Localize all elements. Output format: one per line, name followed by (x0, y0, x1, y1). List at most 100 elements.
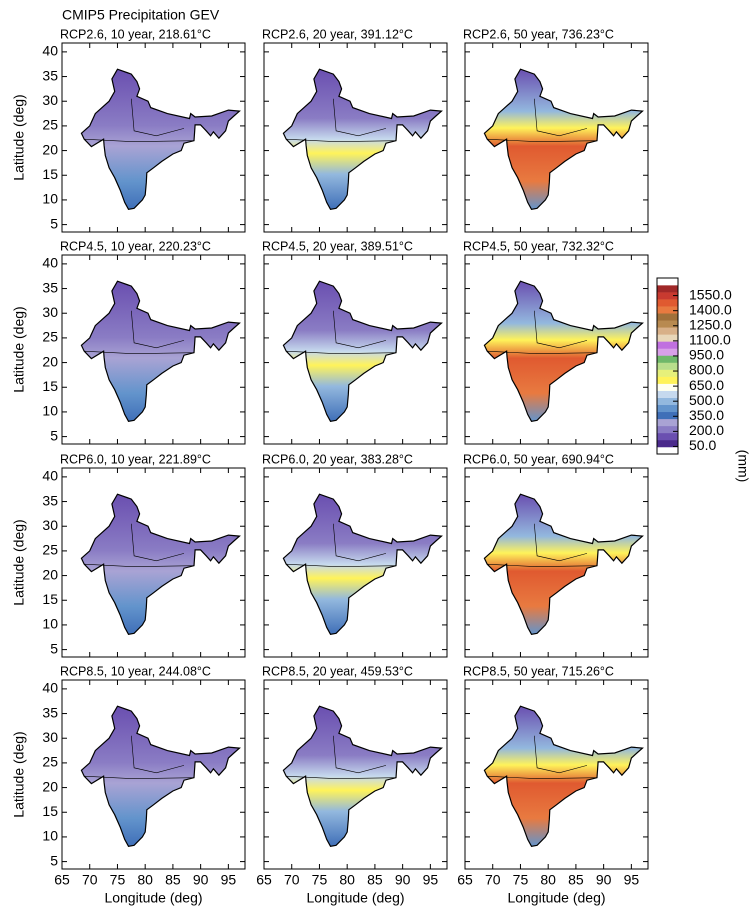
region-boundary (84, 563, 194, 567)
panel-title: RCP2.6, 50 year, 736.23°C (463, 27, 614, 41)
colorbar-swatch (657, 418, 678, 427)
x-tick-label: 75 (513, 872, 529, 888)
colorbar-swatch (657, 369, 678, 377)
colorbar-tick-label: 1100.0 (689, 332, 731, 348)
panel-title: RCP8.5, 10 year, 244.08°C (60, 664, 211, 678)
colorbar-swatch (657, 313, 678, 321)
india-field (282, 705, 443, 847)
plot-frame (263, 254, 448, 445)
region-boundary (84, 775, 194, 779)
colorbar-tick-label: 500.0 (689, 392, 724, 408)
colorbar-swatch (657, 383, 678, 391)
colorbar-tick-label: 800.0 (689, 362, 724, 378)
map-panel: RCP2.6, 10 year, 218.61°C 5 10 15 20 25 30 35 40… (11, 27, 246, 233)
x-tick-label: 90 (193, 872, 209, 888)
x-tick-label: 80 (540, 872, 556, 888)
x-tick-label: 65 (457, 872, 473, 888)
y-tick-label: 15 (42, 166, 58, 182)
region-boundary (333, 98, 387, 137)
region-boundary (534, 523, 588, 562)
x-axis-label: Longitude (deg) (306, 890, 404, 906)
figure-title: CMIP5 Precipitation GEV (62, 7, 220, 23)
x-axis-label: Longitude (deg) (507, 890, 605, 906)
region-boundary (286, 138, 396, 142)
panel-title: RCP2.6, 10 year, 218.61°C (60, 27, 211, 41)
y-tick-label: 5 (50, 215, 58, 231)
x-axis-label: Longitude (deg) (104, 890, 202, 906)
x-tick-label: 95 (423, 872, 439, 888)
y-tick-label: 5 (50, 852, 58, 868)
x-tick-label: 70 (284, 872, 300, 888)
colorbar-swatch (657, 425, 678, 434)
y-tick-label: 20 (42, 566, 58, 582)
plot-frame (263, 42, 448, 233)
x-tick-label: 75 (110, 872, 126, 888)
colorbar-swatch (657, 306, 678, 314)
y-tick-label: 20 (42, 141, 58, 157)
colorbar-swatch (657, 362, 678, 370)
india-field (483, 68, 644, 210)
colorbar-swatch (657, 397, 678, 406)
plot-frame (464, 467, 649, 658)
map-panel: RCP4.5, 10 year, 220.23°C 5 10 15 20 25 30 35 40… (11, 239, 246, 445)
x-tick-label: 75 (312, 872, 328, 888)
india-field (80, 280, 241, 422)
colorbar-swatch (657, 327, 678, 335)
colorbar-tick-label: 1250.0 (689, 316, 732, 332)
y-tick-label: 20 (42, 353, 58, 369)
map-panel: RCP8.5, 50 year, 715.26°C 65 70 75 80 85 90 95 L… (457, 664, 649, 906)
colorbar-tick-label: 950.0 (689, 347, 724, 363)
y-tick-label: 15 (42, 803, 58, 819)
x-tick-label: 70 (485, 872, 501, 888)
y-tick-label: 15 (42, 378, 58, 394)
y-tick-label: 30 (42, 729, 58, 745)
region-boundary (84, 138, 194, 142)
panel-title: RCP4.5, 20 year, 389.51°C (262, 239, 413, 253)
panel-title: RCP8.5, 20 year, 459.53°C (262, 664, 413, 678)
india-field (80, 705, 241, 847)
plot-frame (61, 679, 246, 870)
panel-title: RCP4.5, 10 year, 220.23°C (60, 239, 211, 253)
region-boundary (333, 523, 387, 562)
y-tick-label: 10 (42, 616, 58, 632)
plot-frame (464, 254, 649, 445)
region-boundary (286, 563, 396, 567)
y-tick-label: 10 (42, 191, 58, 207)
region-boundary (286, 775, 396, 779)
region-boundary (131, 310, 185, 349)
region-boundary (487, 775, 597, 779)
region-boundary (333, 735, 387, 774)
colorbar-frame (656, 277, 679, 455)
plot-frame (464, 679, 649, 870)
panel-title: RCP6.0, 20 year, 383.28°C (262, 452, 413, 466)
map-panel: RCP2.6, 50 year, 736.23°C (463, 27, 649, 233)
x-tick-label: 90 (596, 872, 612, 888)
x-tick-label: 85 (367, 872, 383, 888)
region-boundary (487, 350, 597, 354)
panel-title: RCP6.0, 50 year, 690.94°C (463, 452, 614, 466)
y-axis-label: Latitude (deg) (11, 731, 27, 817)
colorbar-tick-label: 650.0 (689, 377, 724, 393)
map-panel: RCP6.0, 20 year, 383.28°C (262, 452, 448, 658)
x-tick-label: 85 (165, 872, 181, 888)
india-field (282, 493, 443, 635)
colorbar-swatch (657, 376, 678, 384)
colorbar-label: (mm) (735, 450, 751, 483)
colorbar-swatch (657, 334, 678, 342)
y-tick-label: 35 (42, 704, 58, 720)
panel-title: RCP8.5, 50 year, 715.26°C (463, 664, 614, 678)
y-tick-label: 10 (42, 828, 58, 844)
panel-title: RCP6.0, 10 year, 221.89°C (60, 452, 211, 466)
x-tick-label: 95 (624, 872, 640, 888)
x-tick-label: 80 (339, 872, 355, 888)
region-boundary (534, 310, 588, 349)
india-field (483, 280, 644, 422)
y-tick-label: 30 (42, 92, 58, 108)
plot-frame (464, 42, 649, 233)
india-field (282, 280, 443, 422)
colorbar-swatch (657, 320, 678, 328)
colorbar-tick-label: 1400.0 (689, 301, 732, 317)
map-panel: RCP8.5, 20 year, 459.53°C 65 70 75 80 85 90 95 L… (256, 664, 448, 906)
y-tick-label: 5 (50, 640, 58, 656)
